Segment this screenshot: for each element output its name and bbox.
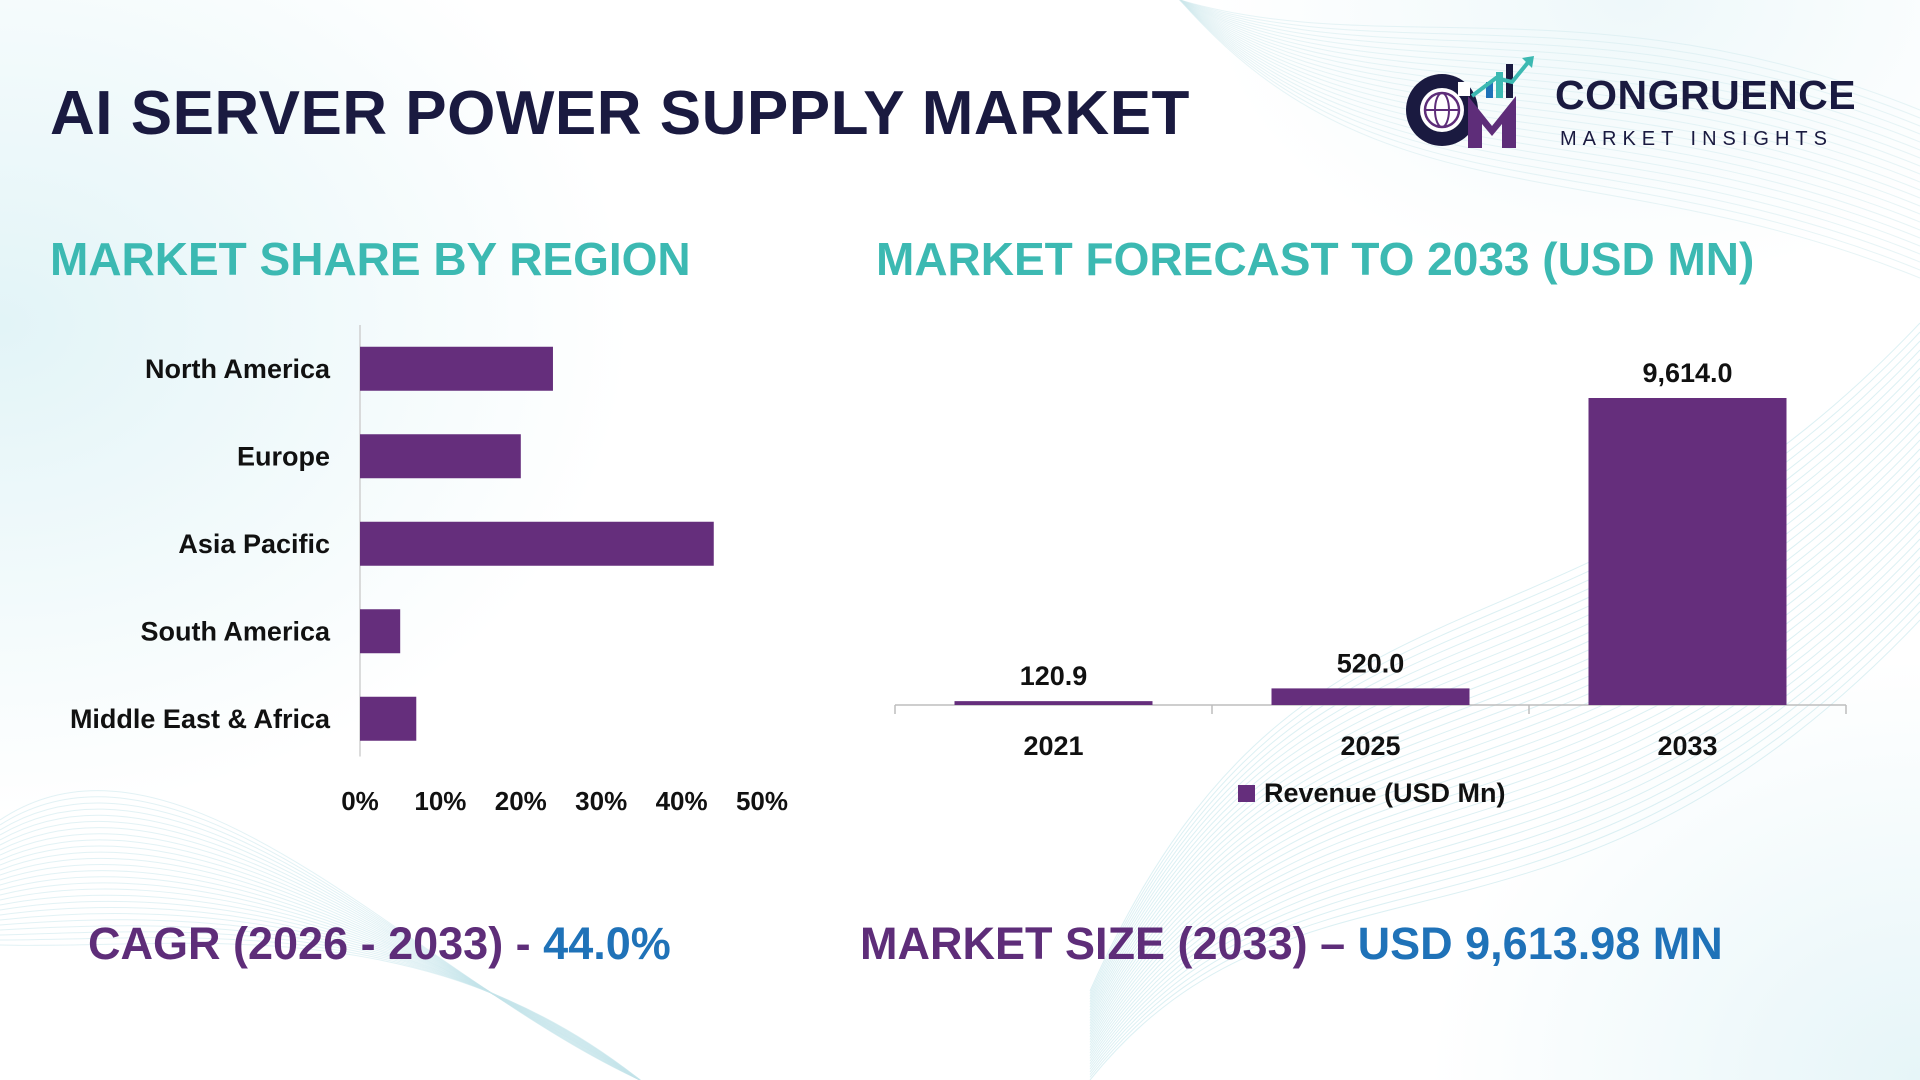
wave-line [1179, 0, 1920, 159]
region-tick-label: 0% [341, 786, 379, 816]
legend-swatch [1238, 785, 1255, 802]
market-size-label: MARKET SIZE (2033) – [860, 918, 1358, 969]
wave-line [1089, 583, 1920, 1070]
wave-line [1179, 0, 1920, 127]
region-bar [360, 346, 553, 391]
wave-line [1179, 0, 1920, 119]
wave-line [1089, 592, 1920, 1073]
region-bar [360, 434, 521, 479]
cagr-stat: CAGR (2026 - 2033) - 44.0% [88, 918, 671, 970]
wave-line [1179, 0, 1920, 271]
company-logo: CONGRUENCE MARKET INSIGHTS [1400, 52, 1880, 162]
forecast-bar [954, 701, 1153, 705]
logo-name: CONGRUENCE [1555, 72, 1857, 118]
wave-line [1179, 0, 1920, 135]
cagr-label: CAGR (2026 - 2033) - [88, 918, 544, 969]
page-title: AI SERVER POWER SUPPLY MARKET [50, 79, 1190, 148]
wave-line [1179, 0, 1920, 183]
region-tick-label: 10% [414, 786, 466, 816]
region-category-label: Europe [237, 441, 330, 471]
forecast-category-label: 2033 [1657, 731, 1717, 761]
forecast-bar [1588, 398, 1787, 705]
forecast-section-title: MARKET FORECAST TO 2033 (USD MN) [876, 233, 1755, 285]
region-bar [360, 696, 417, 741]
legend-label: Revenue (USD Mn) [1264, 778, 1506, 808]
forecast-category-label: 2025 [1340, 731, 1400, 761]
logo-subtitle: MARKET INSIGHTS [1560, 128, 1833, 150]
wave-line [0, 942, 641, 1080]
region-bar [360, 521, 714, 566]
region-tick-label: 30% [575, 786, 627, 816]
wave-line [1179, 0, 1920, 111]
market-size-stat: MARKET SIZE (2033) – USD 9,613.98 MN [860, 918, 1723, 970]
forecast-data-label: 120.9 [1020, 661, 1088, 691]
wave-line [1179, 0, 1920, 175]
wave-line [1089, 601, 1920, 1075]
market-size-value: USD 9,613.98 MN [1357, 918, 1723, 969]
wave-line [1179, 0, 1920, 255]
wave-line [1179, 0, 1920, 151]
wave-line [1179, 0, 1920, 199]
region-category-label: South America [140, 616, 331, 646]
wave-line [1089, 619, 1920, 1080]
wave-line [0, 882, 641, 1080]
region-category-label: North America [145, 354, 331, 384]
forecast-legend: Revenue (USD Mn) [1238, 778, 1506, 809]
region-bar [360, 609, 401, 654]
wave-line [1179, 0, 1920, 279]
forecast-data-label: 9,614.0 [1642, 358, 1732, 388]
forecast-data-label: 520.0 [1337, 648, 1405, 678]
wave-line [1089, 610, 1920, 1078]
region-tick-label: 40% [656, 786, 708, 816]
forecast-bar [1271, 688, 1470, 705]
wave-line [1179, 0, 1920, 167]
region-section-title: MARKET SHARE BY REGION [50, 233, 691, 285]
wave-line [1089, 574, 1920, 1067]
forecast-category-label: 2021 [1023, 731, 1083, 761]
wave-line [1179, 0, 1920, 143]
wave-line [0, 888, 641, 1080]
region-category-label: Asia Pacific [178, 529, 330, 559]
wave-line [0, 894, 641, 1080]
wave-line [1179, 0, 1920, 191]
region-tick-label: 20% [495, 786, 547, 816]
cagr-value: 44.0% [543, 918, 671, 969]
logo-mark-icon [1406, 56, 1534, 148]
wave-line [0, 900, 641, 1080]
wave-line [1179, 0, 1920, 263]
region-tick-label: 50% [736, 786, 788, 816]
region-category-label: Middle East & Africa [70, 704, 331, 734]
